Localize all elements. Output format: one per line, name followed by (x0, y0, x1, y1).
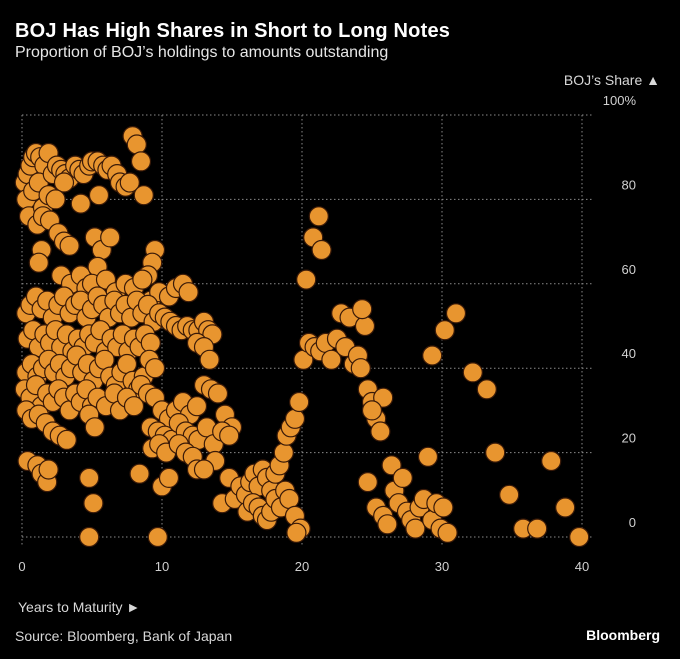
data-point (94, 349, 115, 370)
data-point (370, 421, 391, 442)
data-point (79, 467, 100, 488)
data-point (279, 488, 300, 510)
data-point (311, 239, 332, 261)
data-point (321, 349, 342, 370)
x-tick-label: 40 (575, 559, 589, 574)
data-point (53, 172, 75, 193)
y-tick-label: 100% (603, 93, 637, 108)
y-tick-label: 60 (622, 262, 636, 277)
data-point (437, 522, 458, 543)
data-point (392, 467, 413, 488)
y-tick-label: 0 (629, 515, 636, 530)
data-point (38, 459, 59, 480)
data-point (79, 526, 100, 548)
bloomberg-logo: Bloomberg (586, 627, 660, 643)
data-point (140, 332, 161, 353)
data-point (541, 450, 562, 472)
data-point (434, 320, 455, 341)
source-note: Source: Bloomberg, Bank of Japan (15, 628, 233, 644)
data-point (219, 425, 240, 446)
data-point (129, 463, 150, 484)
data-point (59, 235, 80, 256)
data-point (284, 408, 306, 429)
data-point (123, 396, 145, 417)
x-axis-label: Years to Maturity ► (18, 599, 141, 615)
data-point (45, 189, 66, 210)
data-point (289, 391, 310, 413)
y-axis-label: BOJ’s Share ▲ (563, 72, 660, 88)
y-tick-label: 40 (622, 346, 636, 361)
chart-subtitle: Proportion of BOJ’s holdings to amounts … (15, 44, 389, 61)
data-points (14, 126, 590, 548)
data-point (130, 151, 152, 172)
y-tick-label: 20 (622, 431, 636, 446)
data-point (296, 269, 317, 290)
data-point (405, 518, 426, 539)
data-point (354, 315, 376, 337)
data-point (499, 484, 520, 505)
data-point (147, 526, 168, 548)
x-tick-label: 0 (18, 559, 25, 574)
data-point (28, 252, 49, 273)
data-point (199, 349, 220, 370)
data-point (193, 459, 215, 480)
data-point (273, 442, 294, 463)
data-point (186, 396, 208, 417)
data-point (178, 282, 199, 303)
data-point (361, 400, 383, 421)
data-point (308, 206, 329, 227)
data-point (422, 345, 443, 366)
data-point (286, 522, 307, 543)
data-point (445, 303, 467, 324)
data-point (527, 518, 548, 539)
data-point (381, 455, 402, 476)
y-tick-label: 80 (622, 177, 636, 192)
data-point (88, 185, 110, 206)
data-point (485, 442, 506, 463)
data-point (373, 387, 394, 408)
data-point (158, 467, 180, 488)
data-point (433, 497, 454, 518)
data-point (126, 134, 147, 155)
data-point (119, 172, 140, 193)
data-point (357, 472, 378, 493)
data-point (144, 358, 166, 379)
data-point (350, 358, 371, 379)
x-tick-label: 20 (295, 559, 309, 574)
data-point (569, 526, 590, 548)
data-point (133, 185, 154, 206)
x-tick-label: 10 (155, 559, 169, 574)
data-point (132, 269, 153, 290)
data-point (417, 446, 439, 467)
data-point (555, 497, 576, 518)
data-point (84, 417, 105, 438)
chart-title: BOJ Has High Shares in Short to Long Not… (15, 20, 451, 42)
data-point (377, 514, 398, 535)
data-point (476, 379, 497, 400)
x-tick-label: 30 (435, 559, 449, 574)
data-point (352, 299, 373, 320)
data-point (100, 227, 121, 248)
data-point (462, 362, 483, 383)
data-point (56, 429, 77, 450)
data-point (207, 383, 229, 404)
data-point (116, 353, 138, 375)
axis-ticks: 100% 80 60 40 20 0 0 10 20 30 40 (18, 93, 636, 574)
data-point (70, 193, 91, 214)
data-point (83, 493, 104, 514)
